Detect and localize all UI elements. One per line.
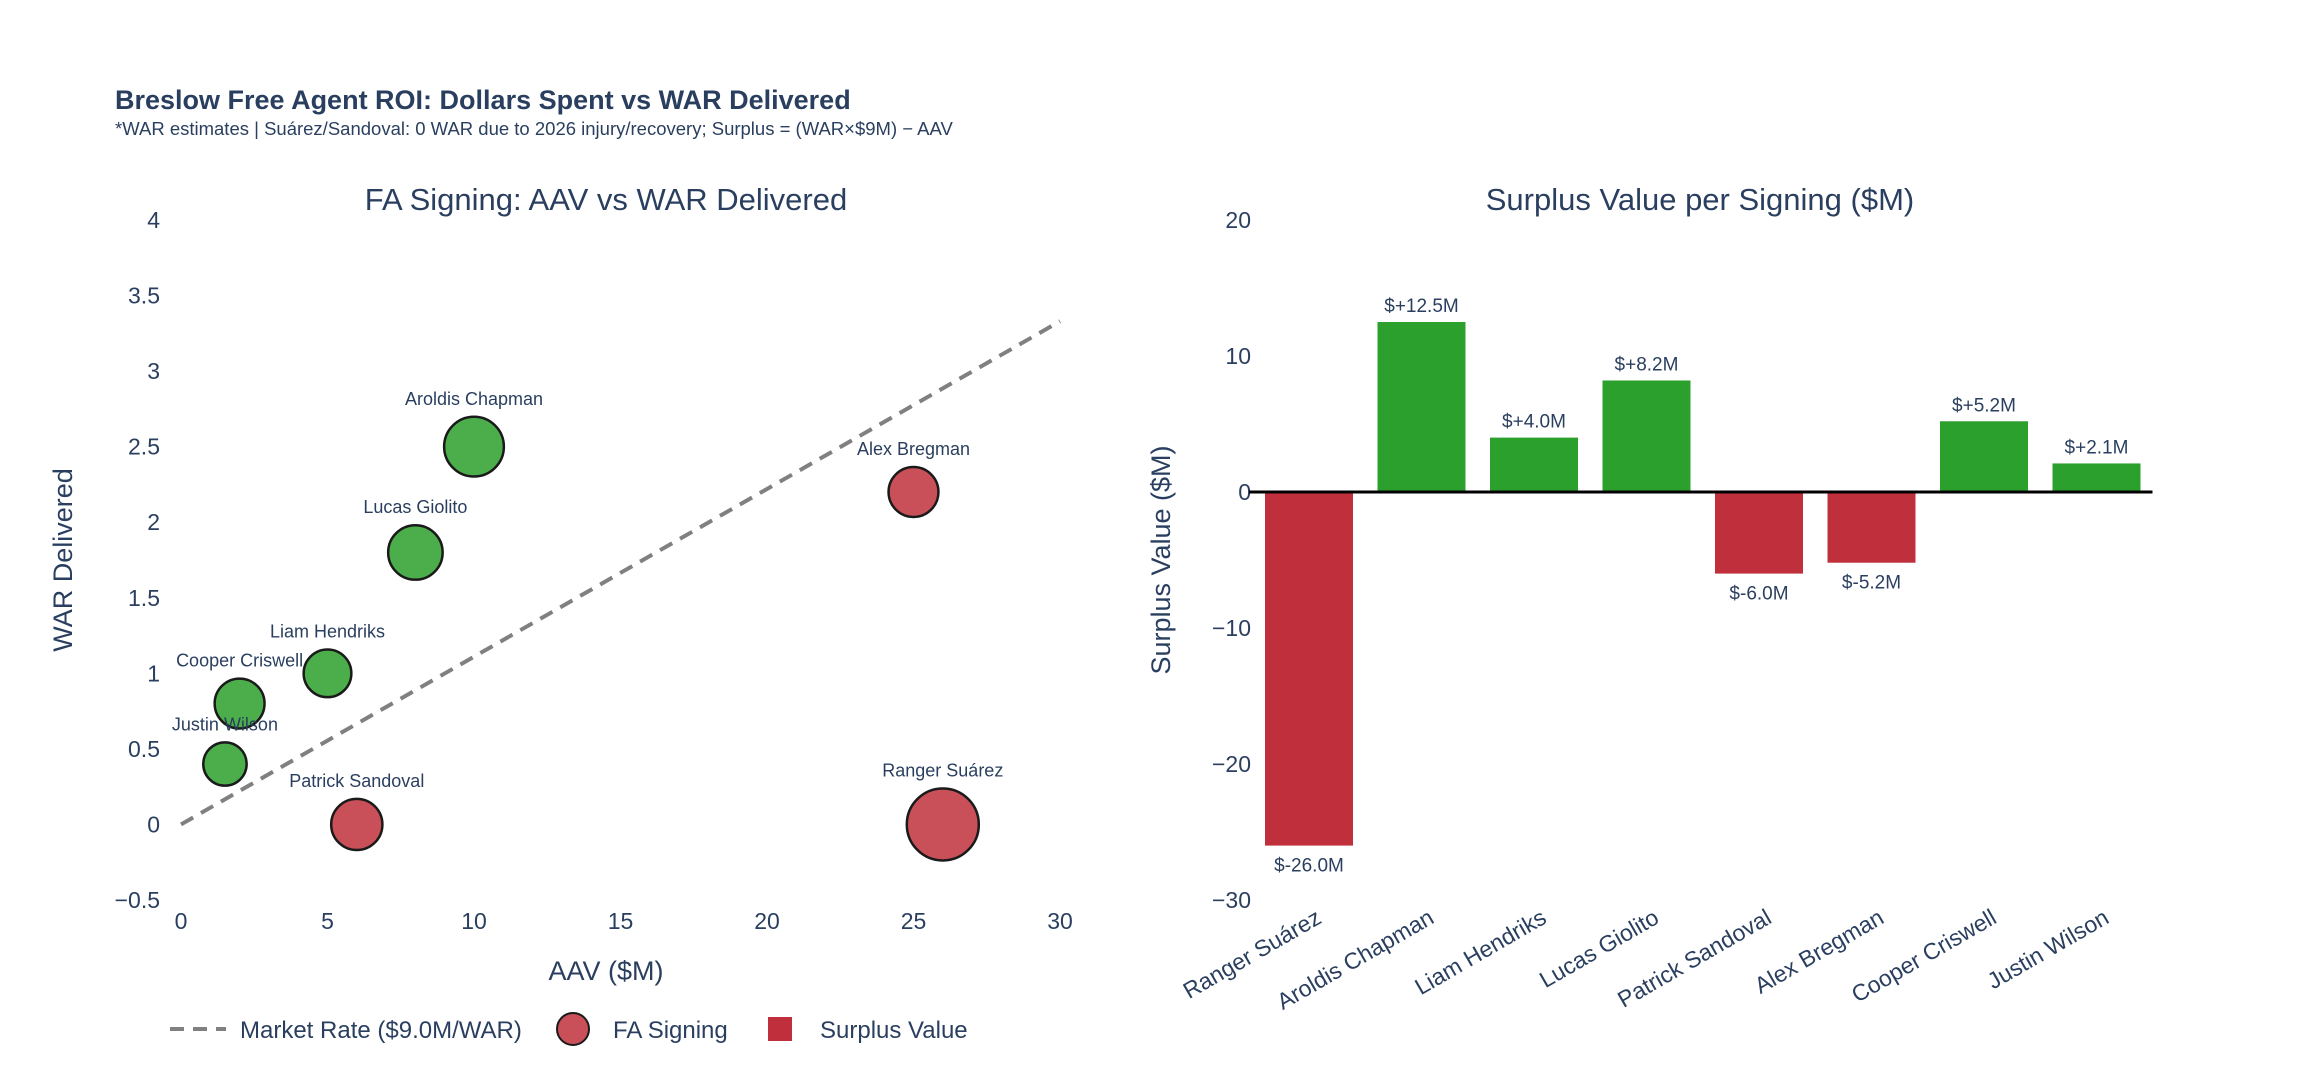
legend-fa-signing-label: FA Signing: [613, 1017, 728, 1044]
scatter-point-label: Alex Bregman: [857, 439, 970, 459]
market-rate-line: [180, 319, 1061, 827]
scatter-x-axis-label: AAV ($M): [548, 956, 663, 986]
bar-lucas-giolito: [1602, 380, 1691, 492]
bar-data-label: $+2.1M: [2065, 437, 2129, 458]
legend-surplus-swatch: [768, 1017, 792, 1041]
bar-aroldis-chapman: [1377, 322, 1466, 492]
scatter-y-ticks: −0.5 0 0.5 1 1.5 2 2.5 3 3.5 4: [115, 207, 161, 913]
chart-subtitle: *WAR estimates | Suárez/Sandoval: 0 WAR …: [115, 118, 953, 139]
bar-liam-hendriks: [1490, 437, 1578, 492]
scatter-y-tick-label: 0: [147, 811, 160, 837]
scatter-point-label: Patrick Sandoval: [289, 771, 424, 791]
scatter-y-tick-label: 3.5: [128, 283, 160, 309]
scatter-title: FA Signing: AAV vs WAR Delivered: [365, 182, 847, 217]
bar-y-tick-label: 10: [1225, 343, 1251, 369]
bar-y-tick-label: 0: [1238, 479, 1251, 505]
bar-data-label: $-6.0M: [1729, 584, 1788, 605]
bar-data-label: $-5.2M: [1842, 573, 1901, 594]
scatter-point-alex-bregman: [887, 465, 940, 519]
legend-market-rate-label: Market Rate ($9.0M/WAR): [240, 1017, 522, 1044]
scatter-y-axis-label: WAR Delivered: [48, 468, 78, 652]
bar-ranger-suarez: [1265, 492, 1353, 846]
scatter-point-label: Aroldis Chapman: [405, 389, 543, 409]
scatter-point-label: Liam Hendriks: [270, 621, 385, 641]
bar-data-label: $+4.0M: [1502, 412, 1566, 433]
scatter-x-tick-label: 15: [608, 908, 634, 934]
bar-data-label: $+5.2M: [1952, 395, 2016, 416]
scatter-points: Ranger Suárez Aroldis Chapman Liam Hendrik…: [172, 389, 1003, 862]
scatter-x-tick-label: 10: [461, 908, 487, 934]
scatter-point-label: Cooper Criswell: [176, 651, 303, 671]
scatter-y-tick-label: 2: [147, 509, 160, 535]
scatter-x-tick-label: 30: [1047, 908, 1073, 934]
legend-fa-signing-swatch: [556, 1012, 590, 1046]
scatter-point-lucas-giolito: [386, 523, 444, 581]
scatter-point-aroldis-chapman: [442, 415, 506, 478]
bar-y-tick-label: 20: [1225, 207, 1251, 233]
bar-cooper-criswell: [1940, 421, 2028, 492]
scatter-x-tick-label: 25: [901, 908, 927, 934]
scatter-point-patrick-sandoval: [329, 797, 384, 852]
bar-category-label: Justin Wilson: [1983, 904, 2113, 994]
scatter-point-justin-wilson: [202, 741, 248, 787]
scatter-y-tick-label: −0.5: [115, 887, 160, 913]
scatter-x-tick-label: 5: [321, 908, 334, 934]
scatter-point-liam-hendriks: [302, 648, 353, 699]
scatter-y-tick-label: 1: [147, 660, 160, 686]
legend: Market Rate ($9.0M/WAR) FA Signing Surpl…: [170, 1012, 968, 1046]
bar-data-label: $+8.2M: [1615, 354, 1679, 375]
scatter-y-tick-label: 3: [147, 358, 160, 384]
bar-panel: Surplus Value per Signing ($M) Surplus V…: [1146, 182, 2153, 1015]
scatter-panel: FA Signing: AAV vs WAR Delivered AAV ($M…: [48, 182, 1073, 986]
bar-y-tick-label: −30: [1212, 887, 1251, 913]
scatter-point-label: Ranger Suárez: [882, 760, 1003, 780]
bar-y-tick-label: −20: [1212, 751, 1251, 777]
bar-data-label: $+12.5M: [1384, 296, 1458, 317]
bar-data-label: $-26.0M: [1274, 856, 1344, 877]
bar-y-ticks: −30 −20 −10 0 10 20: [1212, 207, 1251, 913]
chart-title: Breslow Free Agent ROI: Dollars Spent vs…: [115, 85, 851, 115]
scatter-y-tick-label: 4: [147, 207, 160, 233]
scatter-x-ticks: 0 5 10 15 20 25 30: [175, 908, 1073, 934]
scatter-y-tick-label: 0.5: [128, 736, 160, 762]
scatter-y-tick-label: 2.5: [128, 434, 160, 460]
scatter-point-label: Justin Wilson: [172, 714, 278, 734]
bar-series: $-26.0M $+12.5M $+4.0M $+8.2M $-6.0M $-5.2M $+…: [1265, 296, 2141, 877]
bar-y-tick-label: −10: [1212, 615, 1251, 641]
market-rate-layer: [180, 319, 1061, 827]
legend-surplus-label: Surplus Value: [820, 1017, 968, 1044]
scatter-point-cooper-criswell: [213, 677, 266, 730]
scatter-x-tick-label: 20: [754, 908, 780, 934]
bar-justin-wilson: [2052, 463, 2141, 492]
scatter-point-label: Lucas Giolito: [363, 497, 467, 517]
scatter-y-tick-label: 1.5: [128, 585, 160, 611]
scatter-x-tick-label: 0: [175, 908, 188, 934]
bar-alex-bregman: [1827, 492, 1916, 563]
bar-y-axis-label: Surplus Value ($M): [1146, 445, 1176, 674]
bar-title: Surplus Value per Signing ($M): [1486, 182, 1914, 217]
bar-patrick-sandoval: [1715, 492, 1803, 574]
scatter-point-ranger-suarez: [905, 787, 981, 862]
